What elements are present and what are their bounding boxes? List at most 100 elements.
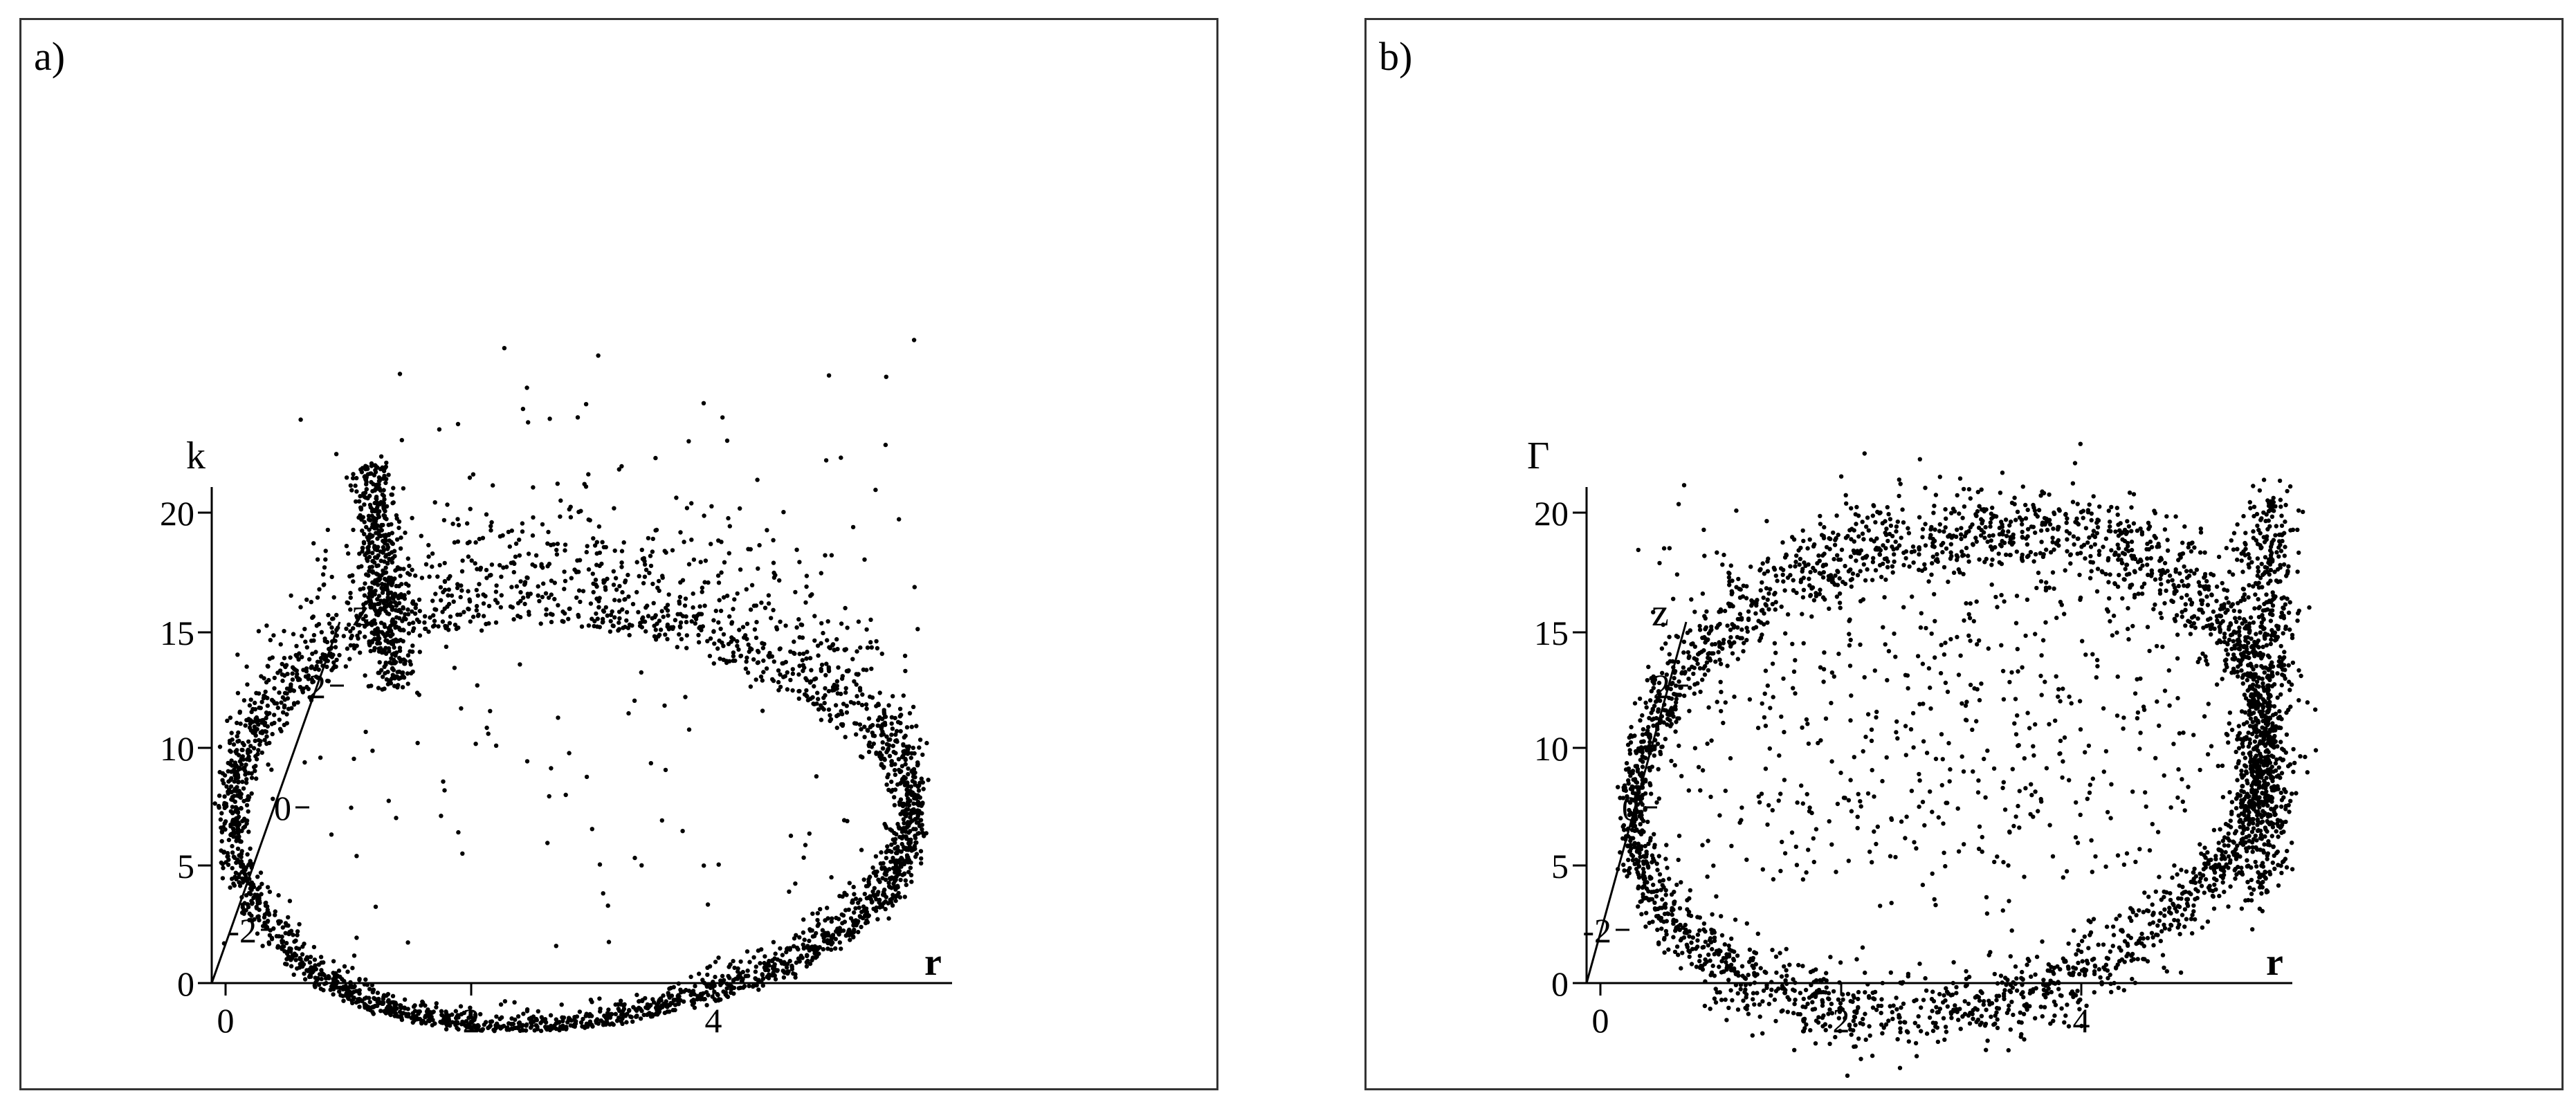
scatter-point (371, 522, 376, 527)
scatter-point (286, 948, 291, 954)
scatter-point (482, 1022, 486, 1027)
scatter-point (2145, 556, 2150, 561)
scatter-point (426, 542, 431, 548)
scatter-point (381, 493, 386, 499)
scatter-point (560, 1018, 565, 1024)
scatter-point (630, 1019, 635, 1024)
scatter-point (535, 1027, 540, 1032)
scatter-point (1687, 954, 1692, 960)
scatter-point (2056, 507, 2061, 512)
scatter-point (701, 401, 706, 405)
scatter-point (2150, 920, 2156, 925)
scatter-point (400, 685, 405, 690)
scatter-point (1660, 897, 1665, 902)
scatter-point (751, 955, 756, 960)
scatter-point (284, 941, 289, 946)
scatter-point (455, 1014, 459, 1019)
scatter-point (547, 416, 552, 421)
scatter-point (893, 898, 898, 904)
scatter-point (1713, 1000, 1719, 1005)
scatter-point (1717, 640, 1721, 645)
scatter-point (255, 874, 260, 879)
scatter-point (407, 563, 412, 569)
scatter-point (473, 540, 478, 545)
scatter-point (2145, 935, 2150, 941)
scatter-point (917, 783, 922, 788)
scatter-point (691, 605, 695, 610)
scatter-point (430, 551, 435, 556)
scatter-point (1899, 535, 1903, 540)
scatter-point (346, 622, 351, 627)
scatter-point (327, 621, 332, 626)
scatter-point (1735, 625, 1740, 630)
scatter-point (590, 827, 594, 832)
scatter-point (284, 712, 289, 717)
scatter-point (759, 980, 764, 984)
scatter-point (686, 989, 692, 993)
scatter-point (351, 476, 356, 481)
scatter-point (235, 748, 239, 753)
scatter-point (914, 724, 919, 728)
scatter-point (313, 980, 318, 984)
scatter-point (2047, 492, 2052, 497)
scatter-point (2247, 621, 2252, 626)
scatter-point (2097, 549, 2102, 553)
scatter-point (1700, 677, 1705, 682)
scatter-point (616, 1002, 621, 1007)
scatter-point (1744, 596, 1749, 601)
scatter-point (1870, 578, 1875, 583)
scatter-point (302, 977, 308, 982)
scatter-point (606, 940, 612, 944)
scatter-point (913, 792, 917, 797)
scatter-point (223, 860, 228, 865)
scatter-point (727, 614, 732, 619)
scatter-point (394, 583, 399, 589)
scatter-point (2081, 508, 2085, 513)
scatter-point (405, 681, 410, 686)
scatter-point (889, 759, 894, 764)
scatter-point (696, 632, 701, 638)
scatter-point (1757, 1014, 1762, 1019)
scatter-point (259, 750, 264, 755)
scatter-point (1719, 959, 1724, 964)
scatter-point (2099, 982, 2104, 987)
scatter-point (561, 1015, 567, 1020)
scatter-point (342, 964, 347, 969)
scatter-point (713, 960, 718, 964)
scatter-point (288, 655, 293, 660)
scatter-point (605, 1020, 610, 1025)
scatter-point (367, 502, 373, 507)
scatter-point (2160, 953, 2166, 957)
scatter-point (361, 540, 367, 544)
scatter-point (826, 688, 832, 694)
scatter-point (548, 1013, 554, 1018)
scatter-point (445, 604, 450, 609)
scatter-point (926, 778, 931, 782)
scatter-point (522, 580, 528, 585)
scatter-point (471, 472, 476, 477)
scatter-point (802, 665, 807, 670)
r-tick-label: 0 (217, 1001, 235, 1040)
r-axis-label: r (924, 941, 942, 984)
scatter-point (2217, 893, 2222, 899)
scatter-point (631, 1005, 636, 1010)
scatter-point (284, 691, 289, 696)
scatter-point (270, 731, 275, 737)
scatter-point (643, 629, 648, 634)
scatter-point (358, 505, 363, 510)
scatter-point (1644, 705, 1649, 710)
scatter-point (2022, 1037, 2027, 1042)
scatter-point (766, 968, 771, 973)
scatter-point (1897, 493, 1901, 499)
scatter-point (1828, 955, 1833, 960)
scatter-point (887, 753, 893, 759)
scatter-point (271, 633, 276, 638)
scatter-point (902, 812, 907, 816)
scatter-point (650, 536, 655, 542)
scatter-point (297, 965, 302, 970)
scatter-point (391, 486, 396, 491)
scatter-point (353, 483, 358, 488)
scatter-point (776, 668, 781, 673)
scatter-point (296, 657, 301, 662)
scatter-point (460, 558, 465, 563)
